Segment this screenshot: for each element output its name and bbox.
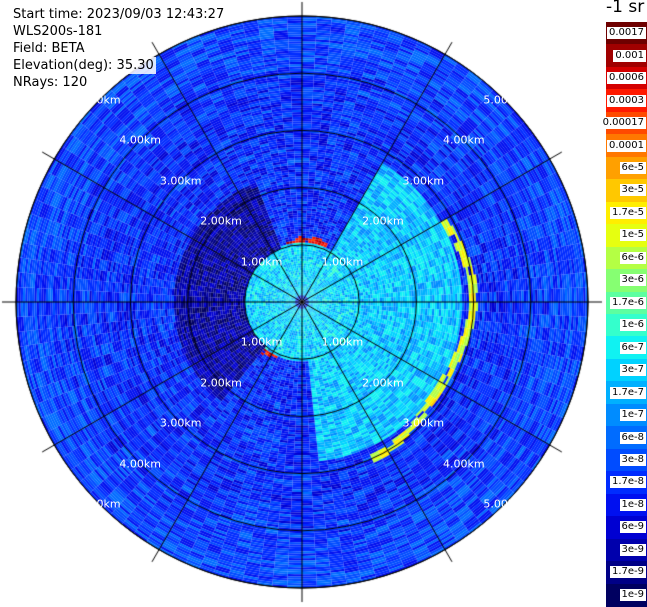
elevation-label: Elevation(deg): 35.30 bbox=[11, 57, 156, 74]
range-ring-label: 5.00km bbox=[483, 93, 526, 107]
colorbar-tick-label: 1e-7 bbox=[619, 409, 646, 422]
colorbar-tick-label: 6e-7 bbox=[619, 341, 646, 354]
colorbar-tick-label: 6e-9 bbox=[619, 521, 646, 534]
colorbar: 0.0017 0.001 0.0006 0.0003 0.00017 0.0001 6e-5… bbox=[600, 0, 647, 607]
colorbar-tick-label: 1e-9 bbox=[619, 588, 646, 601]
range-ring-label: 5.00km bbox=[78, 93, 121, 107]
range-ring-label: 1.00km bbox=[240, 335, 283, 349]
colorbar-tick-label: 0.001 bbox=[613, 49, 646, 62]
range-ring-label: 2.00km bbox=[200, 214, 242, 228]
colorbar-tick-label: 1e-8 bbox=[619, 498, 646, 511]
colorbar-tick-label: 6e-6 bbox=[619, 251, 646, 264]
colorbar-tick-label: 1e-6 bbox=[619, 319, 646, 332]
colorbar-unit: -1 sr bbox=[606, 0, 647, 17]
colorbar-tick-label: 1.7e-6 bbox=[609, 296, 646, 309]
range-ring-label: 3.00km bbox=[159, 416, 202, 430]
colorbar-tick-label: 1.7e-8 bbox=[609, 476, 646, 489]
range-ring-label: 2.00km bbox=[362, 376, 404, 390]
start-time-label: Start time: 2023/09/03 12:43:27 bbox=[11, 6, 227, 23]
field-label: Field: BETA bbox=[11, 40, 87, 57]
range-ring-label: 3.00km bbox=[159, 174, 202, 188]
instrument-label: WLS200s-181 bbox=[11, 23, 105, 40]
colorbar-tick-label: 3e-8 bbox=[619, 454, 646, 466]
colorbar-tick-label: 3e-5 bbox=[619, 184, 646, 197]
range-ring-label: 4.00km bbox=[119, 457, 161, 471]
colorbar-tick-label: 0.0001 bbox=[607, 139, 646, 152]
range-ring-label: 4.00km bbox=[442, 133, 485, 147]
range-ring-label: 5.00km bbox=[483, 497, 526, 511]
colorbar-tick-label: 0.0003 bbox=[607, 94, 646, 107]
range-ring-label: 2.00km bbox=[200, 376, 242, 390]
colorbar-tick-label: 3e-7 bbox=[619, 364, 646, 377]
colorbar-tick-label: 0.00017 bbox=[600, 117, 646, 130]
colorbar-tick-label: 1.7e-7 bbox=[609, 386, 646, 399]
range-ring-label: 2.00km bbox=[362, 214, 404, 228]
colorbar-tick-label: 3e-9 bbox=[619, 543, 646, 556]
colorbar-tick-label: 0.0017 bbox=[607, 27, 646, 40]
range-ring-label: 3.00km bbox=[402, 174, 445, 188]
colorbar-tick-label: 3e-6 bbox=[619, 274, 646, 287]
colorbar-tick-label: 1.7e-9 bbox=[609, 566, 646, 579]
colorbar-tick-label: 0.0006 bbox=[607, 72, 646, 85]
colorbar-tick-label: 1e-5 bbox=[619, 229, 646, 242]
colorbar-tick-label: 6e-8 bbox=[619, 431, 646, 444]
nrays-label: NRays: 120 bbox=[11, 74, 90, 91]
ppi-radar-plot bbox=[0, 0, 606, 607]
range-ring-label: 4.00km bbox=[119, 133, 161, 147]
range-ring-label: 4.00km bbox=[442, 457, 485, 471]
range-ring-label: 5.00km bbox=[78, 497, 121, 511]
colorbar-tick-label: 6e-5 bbox=[619, 162, 646, 174]
range-ring-label: 1.00km bbox=[240, 255, 283, 269]
range-ring-label: 1.00km bbox=[321, 335, 364, 349]
range-ring-label: 3.00km bbox=[402, 416, 445, 430]
colorbar-tick-label: 1.7e-5 bbox=[609, 206, 646, 219]
range-ring-label: 1.00km bbox=[321, 255, 364, 269]
